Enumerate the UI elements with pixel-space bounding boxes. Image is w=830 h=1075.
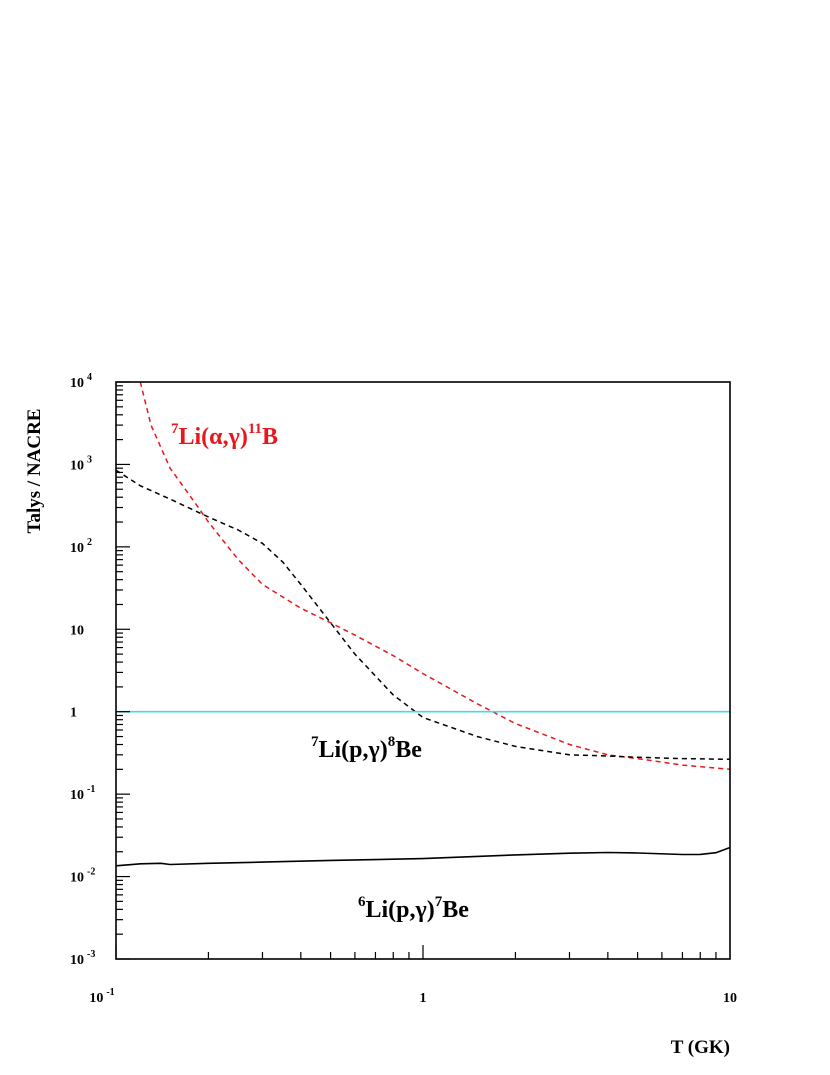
y-tick-label-7: 10 -3 (70, 949, 95, 968)
annotation-0: 7Li(α,γ)11B (171, 421, 278, 450)
y-tick-label-3: 10 (70, 623, 84, 638)
x-axis-title: T (GK) (671, 1037, 730, 1058)
annotation-2: 6Li(p,γ)7Be (358, 894, 469, 923)
series-line-0 (139, 381, 731, 771)
y-tick-label-6: 10 -2 (70, 867, 95, 886)
y-tick-label-4: 1 (70, 706, 77, 721)
x-tick-label-1: 1 (420, 991, 427, 1006)
y-tick-label-1: 10 3 (70, 454, 92, 473)
y-tick-label-0: 10 4 (70, 372, 92, 391)
ticks-layer (115, 381, 717, 960)
y-tick-label-2: 10 2 (70, 537, 92, 556)
annotation-layer: 7Li(α,γ)11B 7Li(p,γ)8Be 6Li(p,γ)7Be (171, 421, 469, 923)
y-tick-label-5: 10 -1 (70, 784, 95, 803)
x-tick-label-0: 10 -1 (89, 987, 114, 1006)
series-line-2 (115, 846, 731, 867)
y-axis-title: Talys / NACRE (24, 409, 45, 534)
plot-frame (115, 381, 731, 960)
annotation-1: 7Li(p,γ)8Be (311, 734, 422, 763)
series-line-1 (115, 469, 731, 761)
x-tick-label-2: 10 (723, 991, 737, 1006)
series-layer (115, 381, 731, 867)
